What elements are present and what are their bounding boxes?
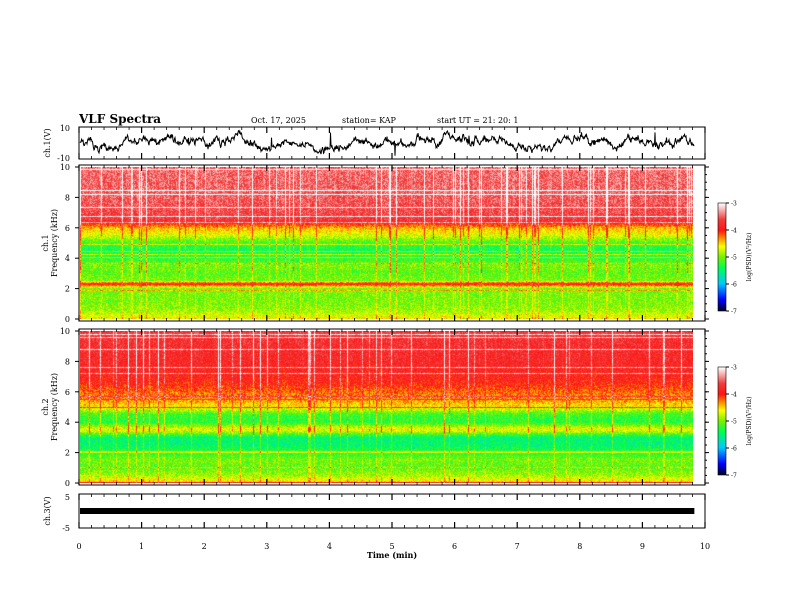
freq-tick-label: 8 — [65, 193, 70, 202]
spec1-ylabel-line1: ch.1 — [41, 234, 50, 251]
ch1-spectrogram — [80, 167, 693, 319]
spec2-panel-frame — [78, 328, 706, 486]
ch3-ylabel: ch.3(V) — [43, 496, 52, 525]
x-tick-label: 6 — [452, 542, 457, 551]
start-time-label: start UT = 21: 20: 1 — [437, 116, 518, 125]
freq-tick-label: 4 — [65, 418, 70, 427]
freq-tick-label: 0 — [65, 315, 70, 324]
colorbar-tick-label: -5 — [731, 255, 737, 262]
colorbar-tick-label: -6 — [731, 282, 737, 289]
x-tick-label: 8 — [577, 542, 582, 551]
x-tick-label: 9 — [640, 542, 645, 551]
x-tick-label: 7 — [515, 542, 520, 551]
colorbar-ch2 — [718, 367, 726, 475]
ch1-ytick: -10 — [57, 154, 70, 163]
colorbar-tick-label: -6 — [731, 446, 737, 453]
spec1-panel-frame — [78, 164, 706, 322]
x-tick-label: 4 — [327, 542, 332, 551]
x-tick-label: 3 — [264, 542, 269, 551]
freq-tick-label: 10 — [60, 327, 70, 336]
freq-tick-label: 6 — [65, 388, 70, 397]
freq-tick-label: 6 — [65, 224, 70, 233]
freq-tick-label: 8 — [65, 357, 70, 366]
freq-tick-label: 2 — [65, 285, 70, 294]
freq-tick-label: 2 — [65, 449, 70, 458]
date-label: Oct. 17, 2025 — [251, 116, 306, 125]
colorbar-tick-label: -4 — [731, 392, 737, 399]
spec2-ylabel-line1: ch.2 — [41, 398, 50, 415]
x-axis-label: Time (min) — [367, 550, 417, 560]
colorbar-tick-label: -3 — [731, 365, 737, 372]
colorbar1-label: log(PSD)(V²/Hz) — [746, 233, 753, 282]
colorbar-tick-label: -4 — [731, 228, 737, 235]
ch1-ylabel: ch.1(V) — [43, 128, 52, 157]
freq-tick-label: 10 — [60, 163, 70, 172]
ch3-waveform-line — [80, 508, 695, 514]
colorbar-tick-label: -7 — [731, 309, 737, 316]
colorbar-ch1 — [718, 203, 726, 311]
station-label: station= KAP — [342, 116, 397, 125]
colorbar2-label: log(PSD)(V²/Hz) — [746, 397, 753, 446]
x-tick-label: 10 — [700, 542, 710, 551]
colorbar-tick-label: -7 — [731, 473, 737, 480]
ch2-spectrogram — [80, 331, 693, 483]
colorbar-frame — [717, 366, 727, 476]
spec1-ylabel-line2: Frequency (kHz) — [50, 209, 59, 277]
ch3-ytick: 5 — [65, 493, 70, 502]
freq-tick-label: 0 — [65, 479, 70, 488]
ch3-ytick: -5 — [62, 524, 70, 533]
x-tick-label: 2 — [202, 542, 207, 551]
colorbar-frame — [717, 202, 727, 312]
spec2-ylabel-line2: Frequency (kHz) — [50, 373, 59, 441]
freq-tick-label: 4 — [65, 254, 70, 263]
colorbar-tick-label: -5 — [731, 419, 737, 426]
ch1-waveform-line — [79, 129, 695, 156]
x-tick-label: 5 — [389, 542, 394, 551]
colorbar-tick-label: -3 — [731, 201, 737, 208]
figure-title: VLF Spectra — [78, 112, 161, 126]
x-tick-label: 0 — [76, 542, 81, 551]
ch1-ytick: 10 — [60, 124, 70, 133]
x-tick-label: 1 — [139, 542, 144, 551]
